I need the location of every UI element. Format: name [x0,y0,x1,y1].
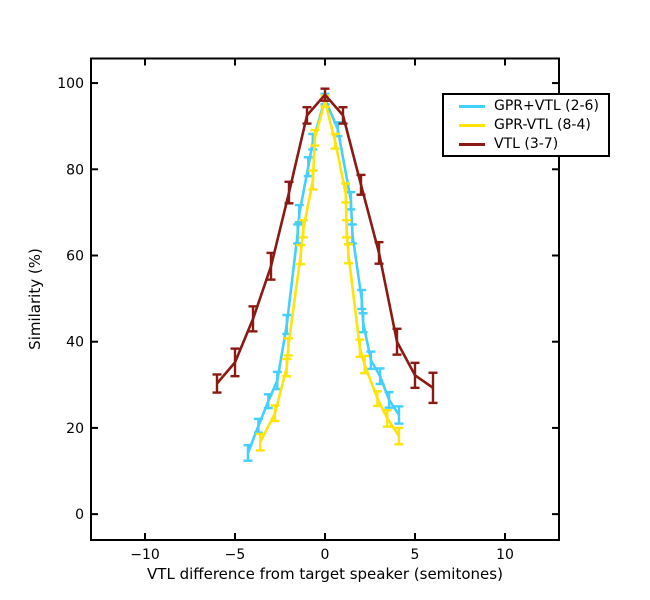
legend-label-gpr-minus-vtl: GPR-VTL (8-4) [494,117,591,133]
x-tick-label: 0 [321,547,330,563]
data-line [259,99,401,443]
x-tick-label: 10 [496,547,514,563]
series-gpr-vtl-8-4- [255,94,404,452]
x-axis-label: VTL difference from target speaker (semi… [147,565,503,583]
legend: GPR+VTL (2-6) GPR-VTL (8-4) VTL (3-7) [442,93,610,157]
legend-label-gpr-plus-vtl: GPR+VTL (2-6) [494,98,599,114]
y-tick-label: 0 [75,507,84,523]
legend-line-vtl [459,143,485,146]
y-tick-label: 40 [66,335,84,351]
y-tick-label: 20 [66,421,84,437]
legend-label-vtl: VTL (3-7) [494,136,559,152]
data-line [216,93,434,389]
legend-entry-gpr-minus-vtl: GPR-VTL (8-4) [444,116,608,135]
series-vtl-3-7- [212,87,438,405]
y-tick-label: 100 [57,76,84,92]
legend-line-gpr-minus-vtl [459,124,485,127]
x-tick-label: 5 [411,547,420,563]
y-tick-label: 60 [66,248,84,264]
legend-entry-gpr-plus-vtl: GPR+VTL (2-6) [444,97,608,116]
legend-line-gpr-plus-vtl [459,105,485,108]
x-tick-label: −10 [130,547,160,563]
y-tick-label: 80 [66,162,84,178]
y-axis-label: Similarity (%) [26,248,44,350]
x-tick-label: −5 [225,547,246,563]
legend-entry-vtl: VTL (3-7) [444,135,608,154]
series-layer [212,87,438,462]
